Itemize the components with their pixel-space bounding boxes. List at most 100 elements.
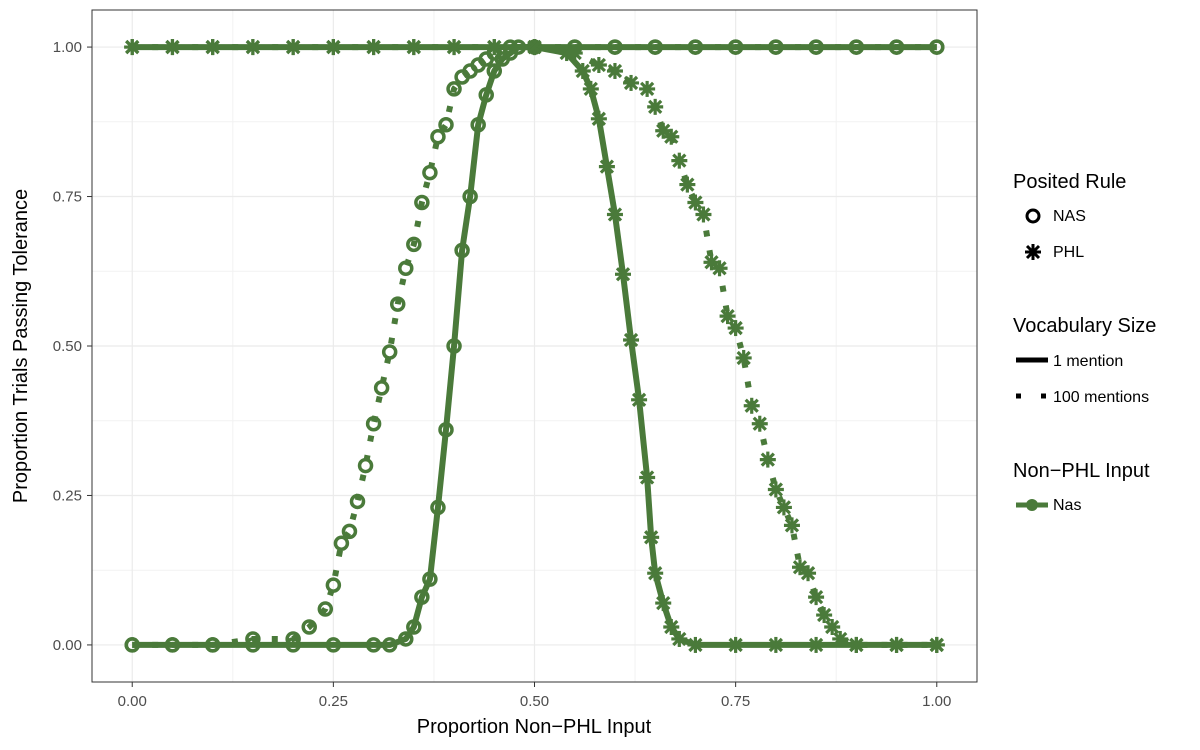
data-point — [606, 206, 623, 223]
data-point — [438, 117, 454, 133]
data-point — [743, 397, 760, 414]
data-point — [647, 565, 664, 582]
data-point — [470, 117, 486, 133]
data-point — [671, 630, 688, 647]
series-nas-100-mentions — [124, 39, 945, 653]
y-tick-label: 0.75 — [53, 189, 82, 206]
legend-nas-point-icon — [1026, 499, 1038, 511]
data-point — [430, 499, 446, 516]
data-point — [687, 194, 704, 211]
data-point — [398, 260, 414, 277]
data-point — [124, 39, 141, 56]
data-point — [606, 62, 623, 79]
data-point — [687, 636, 704, 653]
data-point — [414, 194, 430, 211]
series-line-nas-100-mentions — [132, 44, 937, 648]
legend-label-1-mention: 1 mention — [1053, 353, 1123, 370]
data-point — [398, 631, 414, 647]
data-point — [204, 637, 221, 653]
x-axis: 0.00 0.25 0.50 0.75 1.00 — [118, 682, 951, 710]
legend-label-100-mentions: 100 mentions — [1053, 389, 1149, 406]
x-tick-label: 1.00 — [922, 693, 951, 710]
data-point — [711, 260, 728, 277]
data-point — [647, 98, 664, 115]
legend-title-posited-rule: Posited Rule — [1013, 171, 1126, 193]
data-point — [615, 266, 631, 283]
data-point — [285, 631, 301, 647]
data-point — [486, 39, 503, 56]
y-axis: 0.00 0.25 0.50 0.75 1.00 — [53, 39, 92, 654]
data-point — [422, 571, 438, 587]
data-point — [639, 80, 656, 97]
data-point — [727, 636, 744, 653]
y-tick-label: 0.25 — [53, 487, 82, 504]
data-point — [357, 457, 374, 474]
legend-phl-asterisk-icon — [1025, 244, 1041, 260]
data-point — [639, 469, 656, 486]
data-point — [204, 39, 221, 56]
data-point — [751, 415, 768, 432]
data-point — [663, 618, 680, 635]
legend-title-non-phl-input: Non−PHL Input — [1013, 460, 1150, 482]
data-point — [643, 529, 660, 546]
data-point — [446, 81, 462, 97]
legend-nas-circle-icon — [1025, 208, 1041, 224]
data-point — [566, 45, 583, 62]
data-point — [349, 493, 366, 510]
series-phl-100-mentions — [124, 39, 945, 653]
data-point — [333, 535, 350, 552]
data-point — [808, 636, 825, 653]
data-point — [759, 451, 776, 468]
data-point — [767, 481, 784, 498]
data-point — [687, 39, 704, 55]
data-point — [389, 296, 406, 312]
data-point — [703, 254, 720, 271]
data-point — [454, 242, 470, 259]
data-point — [623, 332, 640, 349]
data-point — [381, 637, 398, 653]
legend-label-phl: PHL — [1053, 244, 1084, 261]
legend-label-nas: NAS — [1053, 208, 1086, 225]
data-point — [124, 637, 140, 653]
data-point — [414, 589, 430, 605]
data-point — [655, 595, 672, 612]
data-point — [245, 631, 261, 647]
data-point — [405, 39, 422, 56]
data-point — [285, 39, 302, 56]
data-point — [406, 619, 422, 635]
data-point — [301, 619, 317, 635]
data-point — [325, 39, 342, 56]
data-point — [582, 80, 599, 97]
data-point — [574, 62, 591, 79]
data-point — [244, 39, 261, 56]
data-point — [824, 618, 841, 635]
data-point — [832, 630, 849, 647]
data-point — [727, 320, 744, 337]
data-point — [478, 87, 494, 103]
data-point — [598, 158, 615, 175]
data-point — [647, 39, 663, 55]
data-point — [325, 637, 342, 653]
data-point — [446, 338, 462, 354]
data-point — [430, 128, 446, 145]
data-point — [446, 39, 463, 56]
y-tick-label: 0.00 — [53, 637, 82, 654]
y-axis-title: Proportion Trials Passing Tolerance — [10, 189, 32, 503]
data-point — [631, 391, 648, 408]
data-point — [623, 74, 640, 91]
data-point — [365, 637, 382, 653]
data-point — [808, 39, 824, 55]
data-point — [317, 601, 334, 617]
data-point — [775, 499, 792, 516]
data-point — [373, 380, 390, 396]
data-point — [719, 308, 736, 325]
data-point — [848, 636, 865, 653]
x-tick-label: 0.00 — [118, 693, 147, 710]
x-tick-label: 0.50 — [520, 693, 549, 710]
data-point — [767, 636, 784, 653]
data-point — [462, 188, 478, 205]
data-point — [768, 39, 784, 55]
data-point — [381, 344, 398, 360]
data-point — [365, 415, 382, 432]
